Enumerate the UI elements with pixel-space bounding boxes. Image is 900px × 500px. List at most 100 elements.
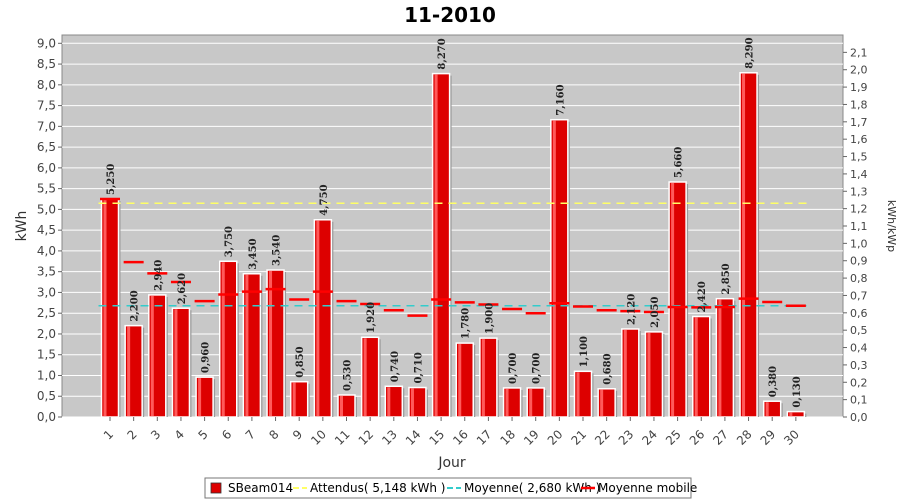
bar-value-label: 2,050 [650, 297, 661, 328]
y2-tick-label: 0,3 [850, 359, 868, 372]
bar-highlight [387, 387, 391, 416]
x-tick-label: 23 [616, 427, 637, 448]
bar-value-label: 0,740 [390, 351, 401, 382]
y-tick-label: 1,5 [37, 348, 56, 362]
bar-highlight [292, 382, 296, 416]
x-tick-label: 24 [639, 427, 660, 448]
bar-value-label: 2,620 [177, 273, 188, 304]
bar-highlight [103, 200, 107, 416]
bar-highlight [600, 389, 604, 416]
bar-highlight [742, 73, 746, 416]
y2-tick-label: 1,3 [850, 185, 868, 198]
bar-value-label: 0,130 [792, 376, 803, 407]
y2-tick-label: 0,9 [850, 255, 868, 268]
bar-value-label: 2,940 [153, 260, 164, 291]
bar-highlight [245, 274, 249, 416]
bar-highlight [340, 395, 343, 416]
x-tick-label: 2 [124, 427, 139, 442]
x-tick-label: 19 [521, 427, 542, 448]
y2-tick-label: 0,4 [850, 342, 868, 355]
bar-highlight [363, 338, 367, 416]
legend-label: Attendus( 5,148 kWh ) [310, 481, 445, 495]
bar-value-label: 0,710 [413, 352, 424, 383]
x-tick-label: 14 [403, 427, 424, 448]
bar-highlight [174, 309, 178, 416]
bar-value-label: 2,200 [130, 290, 141, 321]
y2-tick-label: 1,7 [850, 116, 868, 129]
bar-highlight [552, 120, 556, 416]
y2-tick-label: 0,7 [850, 289, 868, 302]
bar-highlight [765, 402, 769, 416]
bar-value-label: 1,780 [461, 308, 472, 339]
bar-highlight [718, 299, 722, 416]
y2-tick-label: 1,0 [850, 237, 868, 250]
y-tick-label: 6,5 [37, 140, 56, 154]
x-tick-label: 8 [266, 427, 281, 442]
y-tick-label: 3,0 [37, 285, 56, 299]
x-tick-label: 17 [474, 427, 495, 448]
y2-axis-title: kWh/kWp [885, 200, 898, 252]
bar-value-label: 0,850 [295, 346, 306, 377]
bar-value-label: 0,960 [201, 342, 212, 373]
x-tick-label: 10 [308, 427, 329, 448]
y-axis-title: kWh [14, 211, 30, 242]
x-tick-label: 15 [427, 427, 448, 448]
bar-highlight [529, 388, 533, 416]
y-tick-label: 0,5 [37, 389, 56, 403]
bar-highlight [269, 271, 273, 416]
bar-value-label: 0,380 [768, 366, 779, 397]
y-tick-label: 7,0 [37, 119, 56, 133]
y2-tick-label: 2,1 [850, 46, 868, 59]
bar-highlight [150, 295, 154, 416]
x-tick-label: 16 [450, 427, 471, 448]
x-tick-label: 25 [663, 427, 684, 448]
x-tick-label: 1 [101, 427, 116, 442]
x-tick-label: 6 [219, 427, 234, 442]
bar-value-label: 5,660 [674, 147, 685, 178]
y-tick-label: 7,5 [37, 99, 56, 113]
bar-value-label: 0,680 [603, 353, 614, 384]
y2-tick-label: 2,0 [850, 64, 868, 77]
bar-value-label: 2,850 [721, 263, 732, 294]
y-tick-label: 2,0 [37, 327, 56, 341]
bar-highlight [221, 262, 225, 416]
x-tick-label: 11 [332, 427, 353, 448]
x-tick-label: 3 [148, 427, 163, 442]
y2-axis: 0,0 0,1 0,2 0,3 0,4 0,5 0,6 0,7 0,8 0,9 1,0 1,1 1,2 1… [843, 46, 868, 424]
bar-value-label: 8,270 [437, 38, 448, 69]
legend-label: SBeam014 [228, 481, 293, 495]
chart-title: 11-2010 [404, 3, 496, 27]
bar-highlight [647, 332, 651, 416]
x-tick-label: 26 [687, 427, 708, 448]
y-tick-label: 5,5 [37, 182, 56, 196]
lines-layer [98, 197, 808, 317]
x-tick-label: 27 [710, 427, 731, 448]
bar-value-label: 3,750 [224, 226, 235, 257]
y2-tick-label: 0,2 [850, 376, 868, 389]
bar-value-label: 5,250 [106, 164, 117, 195]
y-tick-label: 1,0 [37, 368, 56, 382]
y2-tick-label: 1,5 [850, 151, 868, 164]
bar-highlight [316, 220, 320, 416]
y-tick-label: 6,0 [37, 161, 56, 175]
y2-tick-label: 0,5 [850, 324, 868, 337]
x-tick-label: 20 [545, 427, 566, 448]
bar-value-label: 1,920 [366, 302, 377, 333]
y-tick-label: 5,0 [37, 202, 56, 216]
y2-tick-label: 1,4 [850, 168, 868, 181]
bar-labels-layer: 5,250 2,200 2,940 2,620 0,960 3,750 3,450 3,540… [106, 37, 803, 407]
x-tick-label: 13 [379, 427, 400, 448]
bar-value-label: 2,420 [697, 281, 708, 312]
bar-highlight [789, 412, 793, 416]
y2-tick-label: 1,1 [850, 220, 868, 233]
y2-tick-label: 0,0 [850, 411, 868, 424]
x-tick-label: 29 [758, 427, 779, 448]
bar-highlight [434, 74, 438, 416]
y2-tick-label: 0,8 [850, 272, 868, 285]
bar-highlight [410, 388, 414, 416]
bar-highlight [505, 388, 509, 416]
bar-highlight [458, 344, 462, 416]
legend: SBeam014 Attendus( 5,148 kWh ) Moyenne( 2,… [204, 477, 697, 499]
